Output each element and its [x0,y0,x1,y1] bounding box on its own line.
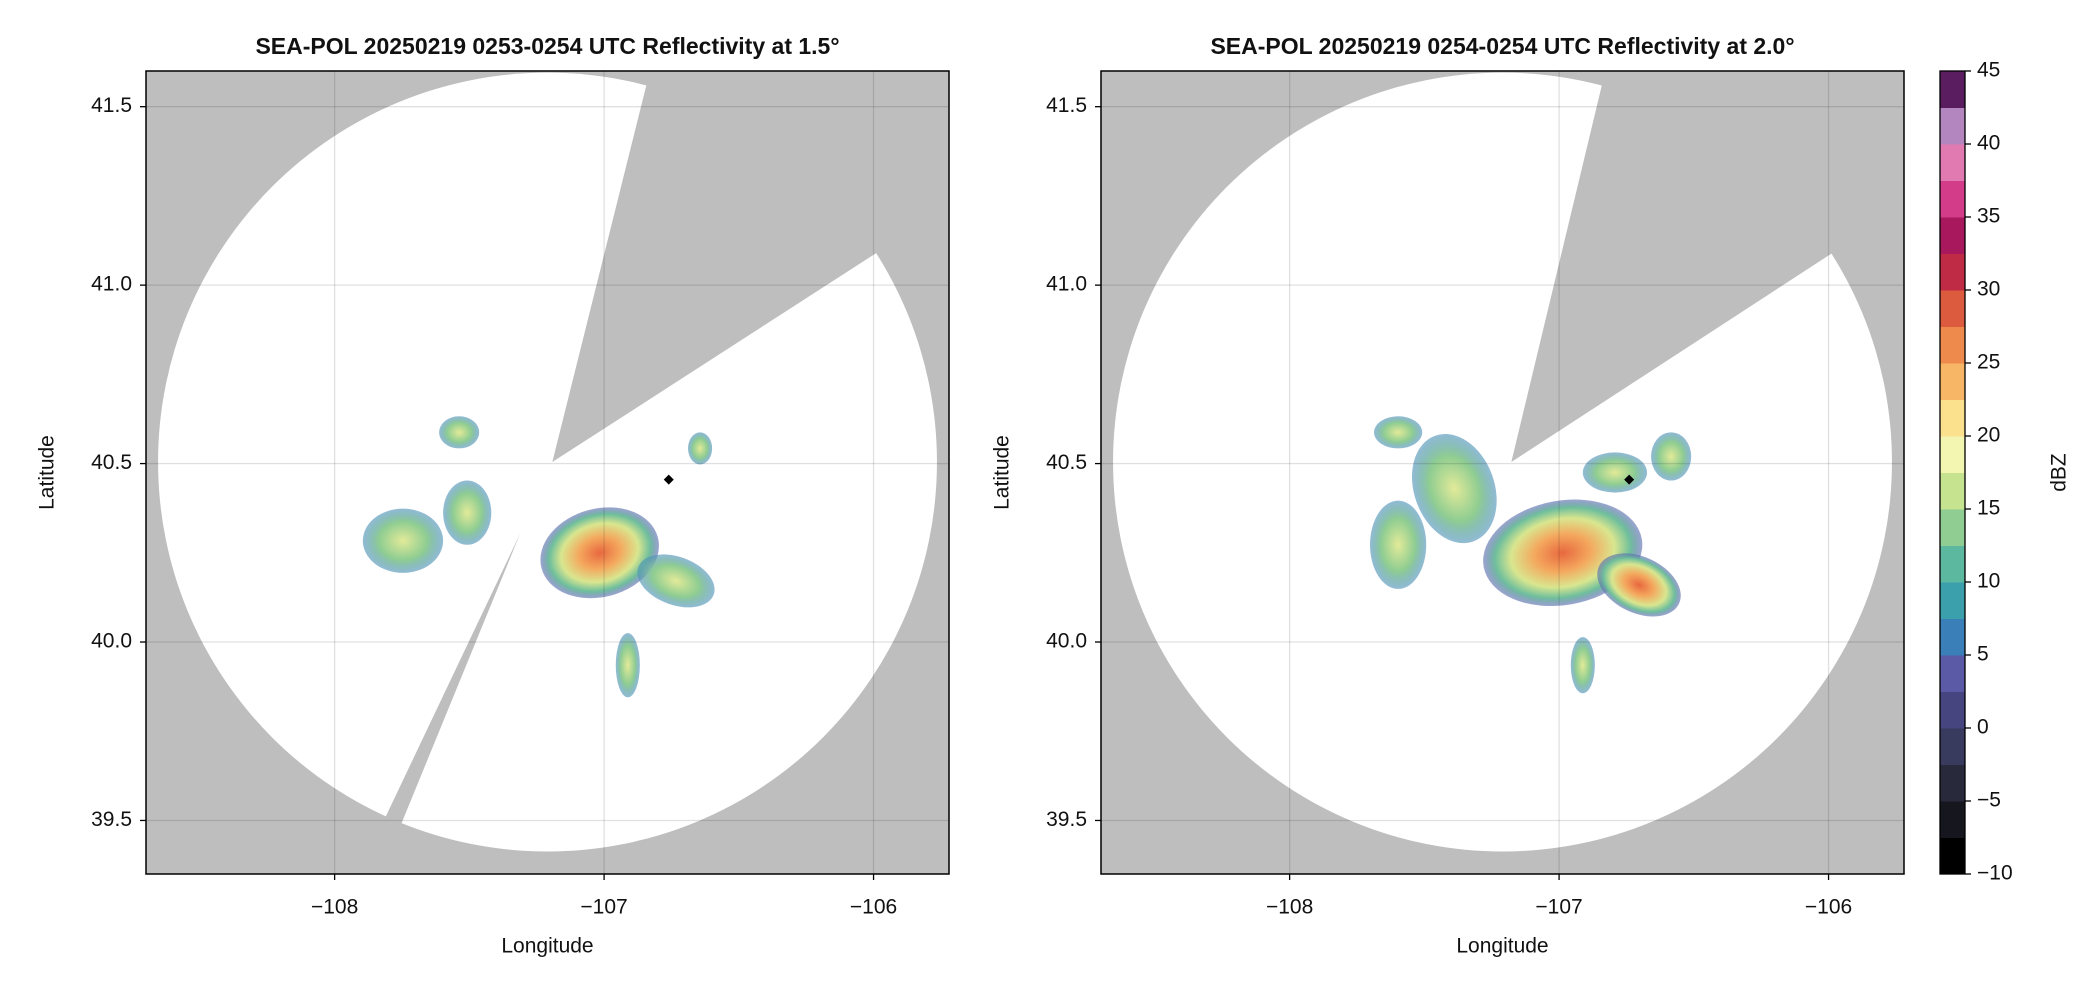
colorbar-bin [1940,509,1965,546]
colorbar-bin [1940,436,1965,473]
colorbar-bin [1940,363,1965,400]
colorbar-bin [1940,691,1965,729]
frame [1100,70,1905,875]
colorbar-bin [1940,326,1965,364]
point [663,474,674,485]
colorbar-tick-label: 30 [1977,278,2000,301]
plot-area [1101,71,1904,874]
colorbar-frame [1939,70,1966,875]
y-tick-label: 40.0 [91,630,132,653]
colorbar-tick-label: −5 [1977,789,2001,812]
echo [1597,553,1681,617]
echo [439,416,480,449]
echo [1651,432,1692,481]
colorbar-tick-label: 45 [1977,59,2000,82]
y-tick-label: 40.0 [1046,630,1087,653]
colorbar-bin [1940,545,1965,583]
colorbar-tick-label: 20 [1977,424,2000,447]
y-tick-label: 41.5 [1046,94,1087,117]
colorbar-bin [1940,618,1965,656]
x-tick-label: −107 [580,896,627,919]
colorbar-bin [1940,728,1965,765]
colorbar-bin [1940,290,1965,327]
x-tick-label: −108 [1266,896,1313,919]
frame [145,70,950,875]
colorbar-bin [1940,399,1965,437]
point [1624,474,1635,485]
x-tick-label: −106 [1805,896,1852,919]
y-tick-label: 39.5 [1046,808,1087,831]
y-tick-label: 40.5 [1046,451,1087,474]
colorbar-bin [1940,837,1965,875]
colorbar-bin [1940,582,1965,619]
chart-title: SEA-POL 20250219 0253-0254 UTC Reflectiv… [255,33,839,59]
y-tick-label: 41.5 [91,94,132,117]
echo [1370,500,1427,589]
blocked-sector [1511,71,1904,463]
blocked-sector [552,71,949,463]
x-tick-label: −107 [1535,896,1582,919]
colorbar-tick-label: 40 [1977,132,2000,155]
colorbar-bin [1940,253,1965,291]
colorbar-tick-label: −10 [1977,862,2013,885]
y-tick-label: 41.0 [91,273,132,296]
colorbar-bin [1940,764,1965,802]
colorbar-bin [1940,107,1965,145]
echo [1374,416,1423,449]
y-tick-label: 40.5 [91,451,132,474]
x-tick-label: −108 [311,896,358,919]
colorbar-label: dBZ [2048,453,2071,492]
colorbar-bin [1940,180,1965,218]
colorbar-tick-label: 10 [1977,570,2000,593]
echo [443,480,492,545]
blocked-sector [366,533,521,874]
x-tick-label: −106 [850,896,897,919]
y-axis-label: Latitude [36,435,59,510]
echo [540,507,659,599]
y-tick-label: 41.0 [1046,273,1087,296]
y-axis-label: Latitude [991,435,1014,510]
echo [362,508,444,573]
plot-area [146,71,949,874]
x-axis-label: Longitude [1456,935,1548,958]
colorbar-bin [1940,801,1965,838]
colorbar-tick-label: 35 [1977,205,2000,228]
x-axis-label: Longitude [501,935,593,958]
y-tick-label: 39.5 [91,808,132,831]
colorbar-tick-label: 0 [1977,716,1989,739]
colorbar-tick-label: 15 [1977,497,2000,520]
colorbar-bin [1940,71,1965,108]
echo [1570,637,1595,694]
chart-title: SEA-POL 20250219 0254-0254 UTC Reflectiv… [1210,33,1794,59]
colorbar-bin [1940,144,1965,181]
echo [688,432,713,465]
colorbar-bin [1940,472,1965,510]
echo [615,633,640,698]
colorbar-tick-label: 5 [1977,643,1989,666]
echo [1582,452,1648,493]
echo [637,554,715,608]
colorbar-bin [1940,217,1965,254]
echo [1411,433,1497,544]
colorbar-tick-label: 25 [1977,351,2000,374]
colorbar-bin [1940,655,1965,692]
